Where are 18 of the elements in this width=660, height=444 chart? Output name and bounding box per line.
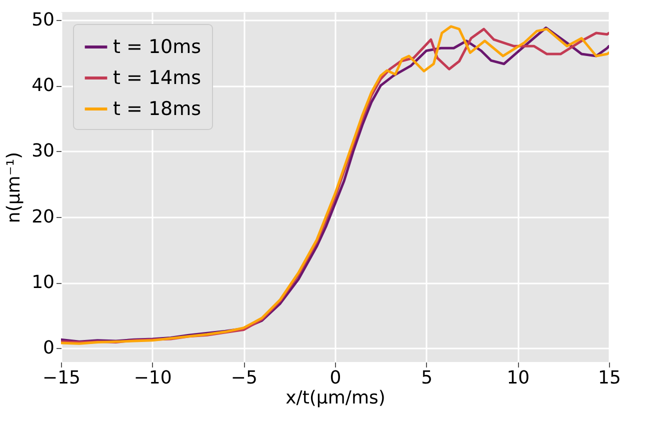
x-tick-label: −10 [134, 368, 172, 388]
x-tick-label: 0 [330, 368, 342, 388]
x-tick-label: −15 [42, 368, 80, 388]
legend-label: t = 10ms [113, 36, 202, 58]
y-axis-title: n(μm⁻¹) [4, 152, 25, 224]
y-tick-label: 50 [32, 9, 54, 30]
legend-label: t = 14ms [113, 67, 202, 89]
y-tick-label: 10 [32, 272, 54, 294]
legend-label: t = 18ms [113, 98, 202, 120]
x-tick-label: 15 [598, 368, 621, 388]
x-axis-title: x/t(μm/ms) [286, 388, 386, 408]
x-tick-label: 5 [421, 368, 433, 388]
x-tick-label: −5 [230, 368, 258, 388]
y-tick-label: 30 [32, 140, 54, 162]
x-tick-label: 10 [506, 368, 530, 388]
y-tick-label: 20 [32, 206, 54, 228]
y-tick-label: 40 [32, 75, 54, 96]
y-tick-label: 0 [43, 338, 54, 359]
